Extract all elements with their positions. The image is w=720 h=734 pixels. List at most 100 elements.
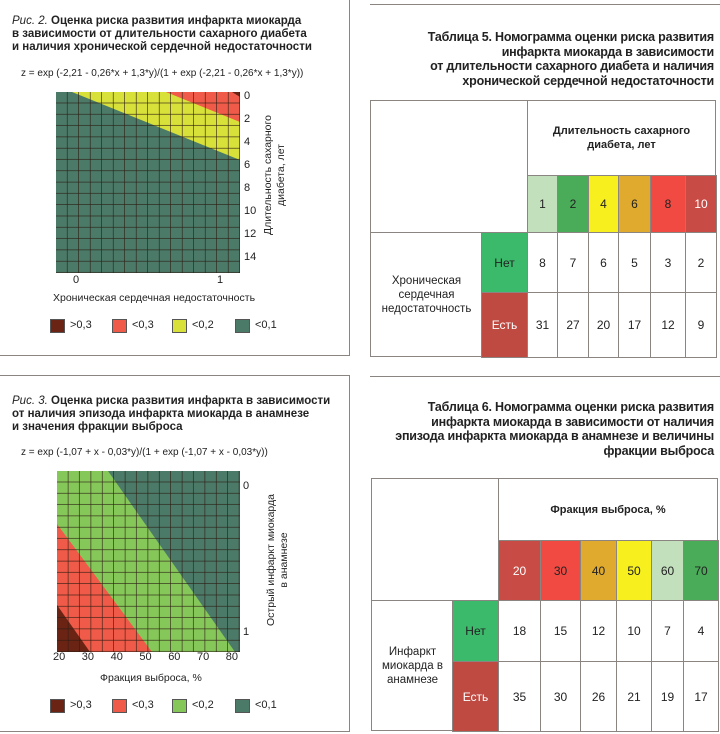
figure-2-title: Рис. 2. Оценка риска развития инфаркта м… bbox=[12, 15, 312, 54]
table-value-cell: 6 bbox=[588, 232, 619, 293]
table-value-cell: 30 bbox=[540, 661, 581, 732]
title-line: от длительности сахарного диабета и нали… bbox=[430, 59, 714, 73]
legend-label: <0,2 bbox=[192, 319, 214, 331]
table-value-cell: 17 bbox=[683, 661, 719, 732]
column-header-cell: 60 bbox=[651, 540, 684, 601]
legend-label: <0,1 bbox=[255, 319, 277, 331]
legend-swatch bbox=[112, 699, 127, 713]
table-value-cell: 2 bbox=[685, 232, 717, 293]
column-header-cell: 20 bbox=[498, 540, 541, 601]
legend-label: <0,1 bbox=[255, 699, 277, 711]
y-tick: 8 bbox=[244, 182, 251, 194]
legend-swatch bbox=[235, 699, 250, 713]
y-label-line: Острый инфаркт миокарда bbox=[265, 494, 277, 626]
table-value-cell: 7 bbox=[557, 232, 589, 293]
title-line: в зависимости от длительности сахарного … bbox=[12, 28, 307, 40]
row-group-header: Инфаркт миокарда в анамнезе bbox=[371, 600, 453, 731]
row-header-no: Нет bbox=[481, 232, 528, 293]
column-header-cell: 50 bbox=[616, 540, 652, 601]
figure-3-title: Рис. 3. Оценка риска развития инфаркта в… bbox=[12, 395, 330, 434]
legend-swatch bbox=[112, 319, 127, 333]
y-tick: 14 bbox=[244, 251, 257, 263]
table-value-cell: 21 bbox=[616, 661, 652, 732]
column-header-cell: 1 bbox=[527, 175, 558, 233]
y-tick: 0 bbox=[243, 480, 250, 492]
figure-3-x-label: Фракция выброса, % bbox=[100, 672, 202, 684]
divider bbox=[370, 376, 720, 377]
x-tick: 30 bbox=[81, 651, 95, 663]
table-value-cell: 26 bbox=[580, 661, 617, 732]
column-header-cell: 30 bbox=[540, 540, 581, 601]
x-tick: 60 bbox=[168, 651, 181, 663]
x-tick: 70 bbox=[197, 651, 210, 663]
figure-3-label: Рис. 3. bbox=[12, 395, 48, 407]
x-tick: 80 bbox=[225, 651, 239, 663]
title-line: инфаркта миокарда в зависимости bbox=[501, 44, 714, 59]
column-header-cell: 6 bbox=[618, 175, 651, 233]
title-line: фракции выброса bbox=[603, 443, 714, 458]
legend-label: >0,3 bbox=[70, 699, 92, 711]
legend-swatch bbox=[235, 319, 250, 333]
column-group-header: Длительность сахарного диабета, лет bbox=[527, 100, 716, 176]
x-tick: 20 bbox=[53, 651, 66, 663]
empty-corner-cell bbox=[370, 100, 528, 233]
row-header-no: Нет bbox=[452, 600, 499, 662]
y-tick: 10 bbox=[244, 205, 257, 217]
row-group-header: Хроническая сердечная недостаточность bbox=[370, 232, 482, 357]
table-6-title: Таблица 6. Номограмма оценки риска разви… bbox=[395, 400, 714, 458]
table-value-cell: 10 bbox=[616, 600, 652, 662]
figure-3-risk-map bbox=[57, 471, 240, 652]
legend-swatch bbox=[172, 319, 187, 333]
y-tick: 6 bbox=[244, 159, 251, 171]
title-line: Таблица 6. Номограмма оценки риска разви… bbox=[427, 400, 714, 414]
column-header-cell: 4 bbox=[588, 175, 619, 233]
figure-3-y-label: Острый инфаркт миокарда в анамнезе bbox=[265, 490, 295, 630]
y-tick: 4 bbox=[244, 136, 251, 148]
table-value-cell: 17 bbox=[618, 292, 651, 358]
x-tick: 40 bbox=[110, 651, 123, 663]
legend-label: <0,3 bbox=[132, 699, 154, 711]
legend-label: >0,3 bbox=[70, 319, 92, 331]
table-value-cell: 9 bbox=[685, 292, 717, 358]
title-line: и значения фракции выброса bbox=[12, 421, 183, 433]
y-label-line: Длительность сахарного bbox=[262, 115, 274, 235]
title-line: эпизода инфаркта миокарда в анамнезе и в… bbox=[395, 429, 714, 443]
legend-swatch bbox=[50, 319, 65, 333]
legend-swatch bbox=[172, 699, 187, 713]
y-label-line: диабета, лет bbox=[275, 144, 287, 207]
column-group-header: Фракция выброса, % bbox=[498, 478, 718, 541]
legend-label: <0,2 bbox=[192, 699, 214, 711]
column-header-cell: 8 bbox=[650, 175, 686, 233]
figure-2-risk-map bbox=[56, 92, 240, 273]
figure-3-formula: z = exp (-1,07 + x - 0,03*y)/(1 + exp (-… bbox=[21, 447, 268, 458]
table-value-cell: 15 bbox=[540, 600, 581, 662]
column-header-cell: 40 bbox=[580, 540, 617, 601]
title-line: Оценка риска развития инфаркта миокарда bbox=[51, 15, 302, 27]
figure-2-formula: z = exp (-2,21 - 0,26*x + 1,3*y)/(1 + ex… bbox=[21, 68, 304, 79]
table-value-cell: 18 bbox=[498, 600, 541, 662]
table-value-cell: 12 bbox=[580, 600, 617, 662]
table-value-cell: 3 bbox=[650, 232, 686, 293]
title-line: инфаркта миокарда в зависимости от налич… bbox=[431, 414, 714, 429]
title-line: от наличия эпизода инфаркта миокарда в а… bbox=[12, 408, 310, 420]
y-tick: 12 bbox=[244, 228, 257, 240]
x-tick: 50 bbox=[139, 651, 152, 663]
table-value-cell: 5 bbox=[618, 232, 651, 293]
figure-2-label: Рис. 2. bbox=[12, 15, 48, 27]
table-value-cell: 19 bbox=[651, 661, 684, 732]
empty-corner-cell bbox=[371, 478, 499, 601]
figure-2-y-label: Длительность сахарного диабета, лет bbox=[262, 110, 292, 240]
table-value-cell: 4 bbox=[683, 600, 719, 662]
table-value-cell: 31 bbox=[527, 292, 558, 358]
row-header-yes: Есть bbox=[452, 661, 499, 732]
table-value-cell: 8 bbox=[527, 232, 558, 293]
x-tick: 0 bbox=[73, 274, 80, 286]
table-5-title: Таблица 5. Номограмма оценки риска разви… bbox=[428, 30, 714, 88]
x-tick: 1 bbox=[217, 274, 224, 286]
table-value-cell: 20 bbox=[588, 292, 619, 358]
y-tick: 0 bbox=[244, 90, 251, 102]
y-tick: 2 bbox=[244, 113, 251, 125]
table-value-cell: 35 bbox=[498, 661, 541, 732]
table-value-cell: 7 bbox=[651, 600, 684, 662]
column-header-cell: 10 bbox=[685, 175, 717, 233]
